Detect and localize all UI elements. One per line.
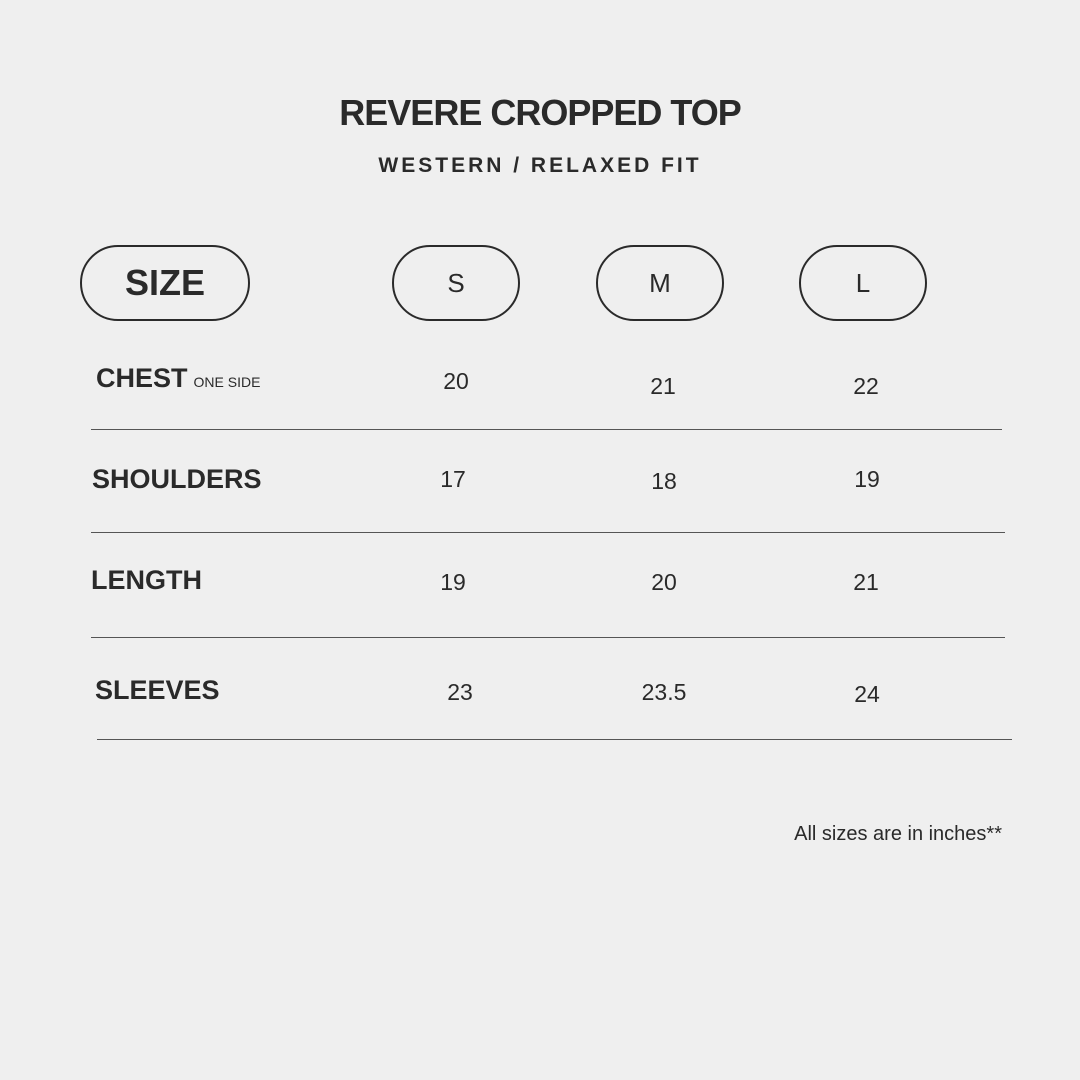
cell: 23 <box>447 679 473 705</box>
size-l-header: L <box>799 245 927 321</box>
cell: 21 <box>650 373 676 399</box>
row-sublabel: ONE SIDE <box>193 374 261 390</box>
cell: 23.5 <box>641 679 687 705</box>
cell: 22 <box>853 373 879 399</box>
cell: 19 <box>440 569 466 595</box>
row-label-shoulders: SHOULDERS <box>92 464 262 494</box>
row-label-length: LENGTH <box>91 565 202 595</box>
row-label-chest: CHEST ONE SIDE <box>96 363 260 394</box>
row-label-sleeves: SLEEVES <box>95 675 220 705</box>
cell: 18 <box>651 468 677 494</box>
cell: 19 <box>854 466 880 492</box>
size-s-header: S <box>392 245 520 321</box>
label-text: CHEST <box>96 363 188 393</box>
cell: 21 <box>853 569 879 595</box>
cell: 20 <box>443 368 469 394</box>
page-subtitle: WESTERN / RELAXED FIT <box>378 154 702 177</box>
row-divider <box>91 429 1002 430</box>
cell: 17 <box>440 466 466 492</box>
cell: 20 <box>651 569 677 595</box>
units-note: All sizes are in inches** <box>794 823 1002 845</box>
size-m-header: M <box>596 245 724 321</box>
row-divider <box>97 739 1012 740</box>
row-divider <box>91 532 1005 533</box>
cell: 24 <box>854 681 880 707</box>
page-title: REVERE CROPPED TOP <box>339 92 741 133</box>
row-divider <box>91 637 1005 638</box>
size-header: SIZE <box>80 245 250 321</box>
